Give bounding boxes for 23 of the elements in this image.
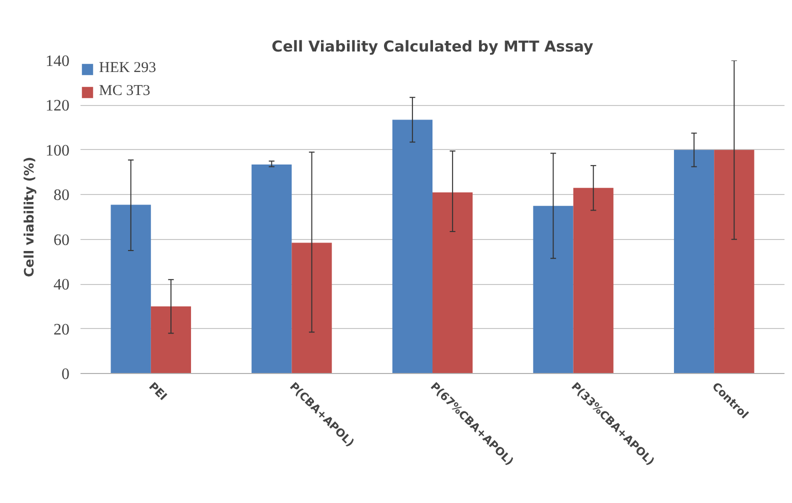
y-tick-label: 20 (54, 321, 70, 338)
bar (292, 242, 332, 374)
bar (573, 188, 614, 374)
x-tick-label: PEI (146, 380, 170, 404)
bar (714, 150, 754, 374)
legend-label: MC 3T3 (99, 83, 150, 100)
chart-title: Cell Viability Calculated by MTT Assay (272, 38, 594, 56)
bar (392, 120, 432, 374)
y-tick-label: 100 (46, 142, 70, 160)
y-tick-label: 120 (46, 98, 70, 115)
y-tick-label: 80 (54, 187, 70, 204)
legend-label: HEK 293 (99, 60, 156, 77)
bar (150, 306, 192, 374)
y-tick-label: 60 (54, 232, 70, 249)
bar (533, 206, 574, 374)
bar (674, 150, 714, 374)
y-tick-label: 0 (62, 366, 70, 383)
y-tick-label: 40 (54, 276, 70, 294)
y-tick-label: 140 (46, 53, 70, 70)
y-axis-title: Cell viability (%) (22, 156, 38, 278)
bar (432, 192, 473, 374)
bar (252, 164, 292, 374)
bar (110, 204, 151, 374)
